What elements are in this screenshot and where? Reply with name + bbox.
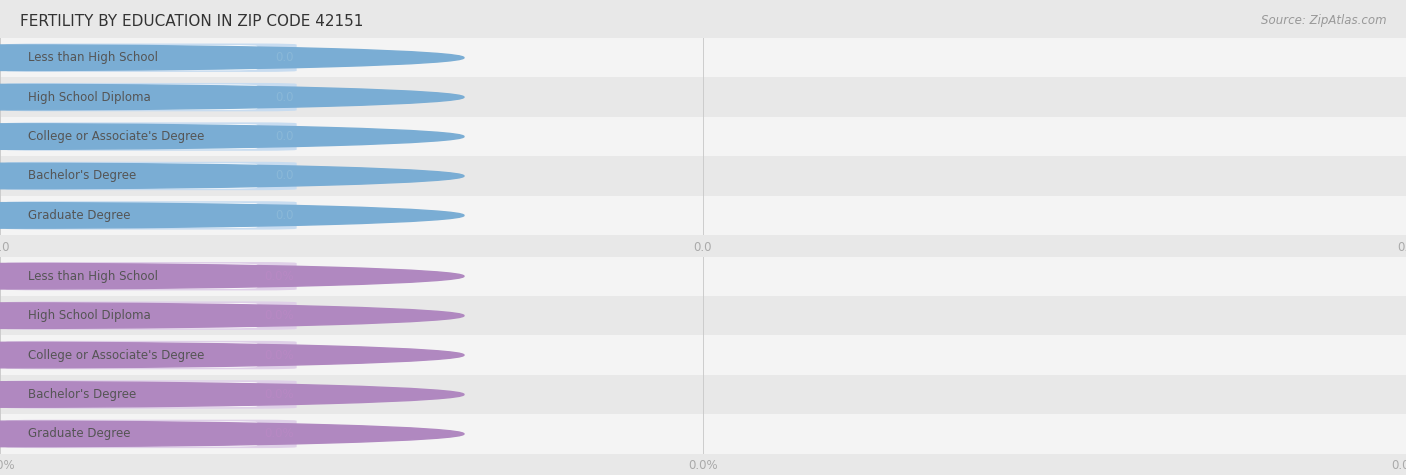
Bar bbox=[0, 77, 1406, 117]
Text: 0.0: 0.0 bbox=[276, 209, 294, 222]
Text: 0.0: 0.0 bbox=[276, 170, 294, 182]
Circle shape bbox=[0, 203, 464, 228]
Circle shape bbox=[0, 45, 464, 70]
Circle shape bbox=[0, 382, 464, 407]
FancyBboxPatch shape bbox=[6, 201, 297, 229]
Circle shape bbox=[0, 124, 464, 149]
FancyBboxPatch shape bbox=[11, 163, 257, 189]
FancyBboxPatch shape bbox=[6, 341, 297, 369]
FancyBboxPatch shape bbox=[6, 420, 297, 448]
Circle shape bbox=[0, 264, 464, 289]
Text: 0.0%: 0.0% bbox=[264, 428, 294, 440]
Text: College or Associate's Degree: College or Associate's Degree bbox=[28, 130, 204, 143]
Text: FERTILITY BY EDUCATION IN ZIP CODE 42151: FERTILITY BY EDUCATION IN ZIP CODE 42151 bbox=[20, 14, 363, 29]
Bar bbox=[0, 38, 1406, 77]
Bar bbox=[0, 414, 1406, 454]
FancyBboxPatch shape bbox=[11, 342, 257, 368]
Text: College or Associate's Degree: College or Associate's Degree bbox=[28, 349, 204, 361]
Bar bbox=[0, 117, 1406, 156]
FancyBboxPatch shape bbox=[6, 123, 297, 151]
Circle shape bbox=[0, 342, 464, 368]
Text: High School Diploma: High School Diploma bbox=[28, 91, 150, 104]
FancyBboxPatch shape bbox=[11, 382, 257, 407]
Text: Bachelor's Degree: Bachelor's Degree bbox=[28, 388, 136, 401]
Circle shape bbox=[0, 421, 464, 446]
Bar bbox=[0, 335, 1406, 375]
Text: Graduate Degree: Graduate Degree bbox=[28, 428, 131, 440]
Text: High School Diploma: High School Diploma bbox=[28, 309, 150, 322]
Text: Bachelor's Degree: Bachelor's Degree bbox=[28, 170, 136, 182]
Text: Source: ZipAtlas.com: Source: ZipAtlas.com bbox=[1261, 14, 1386, 27]
FancyBboxPatch shape bbox=[6, 83, 297, 111]
FancyBboxPatch shape bbox=[11, 45, 257, 70]
Text: Less than High School: Less than High School bbox=[28, 270, 157, 283]
Bar bbox=[0, 196, 1406, 235]
Text: 0.0: 0.0 bbox=[276, 130, 294, 143]
Circle shape bbox=[0, 85, 464, 110]
FancyBboxPatch shape bbox=[11, 124, 257, 149]
FancyBboxPatch shape bbox=[11, 203, 257, 228]
FancyBboxPatch shape bbox=[11, 303, 257, 328]
Bar bbox=[0, 156, 1406, 196]
FancyBboxPatch shape bbox=[11, 421, 257, 446]
Circle shape bbox=[0, 303, 464, 328]
Circle shape bbox=[0, 163, 464, 189]
Text: 0.0: 0.0 bbox=[276, 51, 294, 64]
Bar bbox=[0, 296, 1406, 335]
FancyBboxPatch shape bbox=[6, 302, 297, 330]
Bar bbox=[0, 375, 1406, 414]
Text: Less than High School: Less than High School bbox=[28, 51, 157, 64]
FancyBboxPatch shape bbox=[6, 262, 297, 290]
FancyBboxPatch shape bbox=[11, 264, 257, 289]
FancyBboxPatch shape bbox=[11, 85, 257, 110]
Text: 0.0%: 0.0% bbox=[264, 349, 294, 361]
FancyBboxPatch shape bbox=[6, 44, 297, 72]
Bar bbox=[0, 256, 1406, 296]
Text: 0.0%: 0.0% bbox=[264, 309, 294, 322]
Text: Graduate Degree: Graduate Degree bbox=[28, 209, 131, 222]
FancyBboxPatch shape bbox=[6, 162, 297, 190]
Text: 0.0: 0.0 bbox=[276, 91, 294, 104]
FancyBboxPatch shape bbox=[6, 380, 297, 408]
Text: 0.0%: 0.0% bbox=[264, 270, 294, 283]
Text: 0.0%: 0.0% bbox=[264, 388, 294, 401]
